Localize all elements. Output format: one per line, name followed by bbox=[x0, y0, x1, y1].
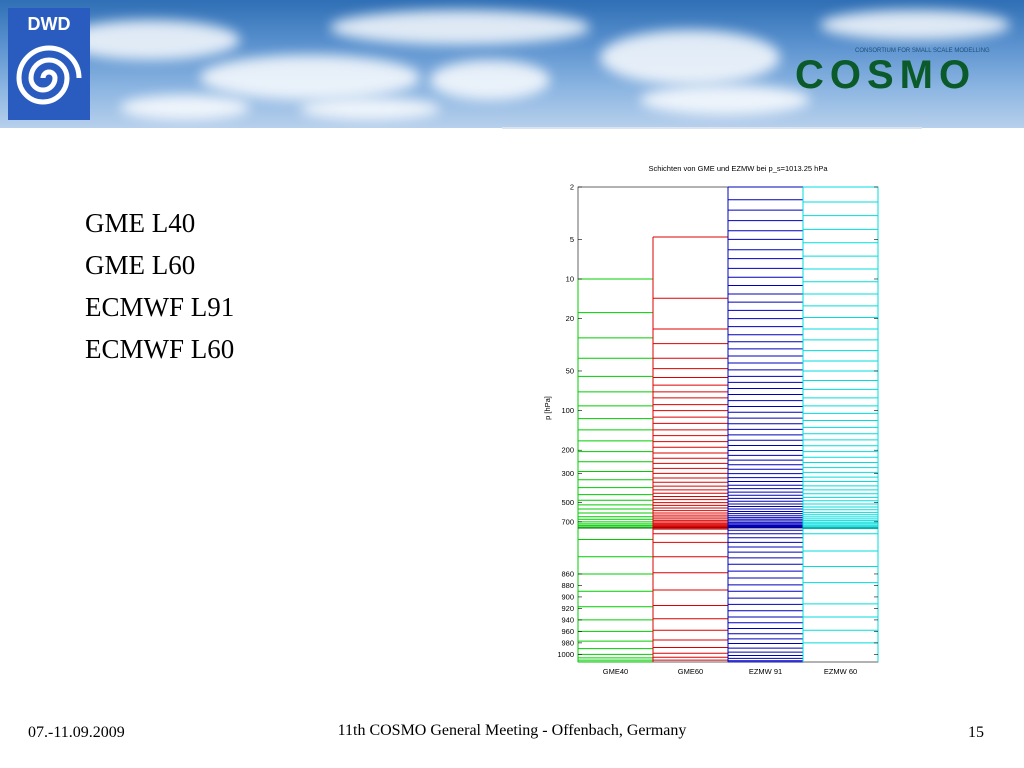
x-tick-label: EZMW 91 bbox=[749, 667, 782, 676]
y-tick-label: 980 bbox=[561, 638, 574, 647]
footer-title: 11th COSMO General Meeting - Offenbach, … bbox=[337, 722, 687, 739]
header-banner: DWD CONSORTIUM FOR SMALL SCALE MODELLING… bbox=[0, 0, 1024, 128]
footer-date: 07.-11.09.2009 bbox=[28, 724, 125, 741]
dwd-logo: DWD bbox=[8, 8, 90, 120]
cloud bbox=[120, 95, 250, 120]
y-tick-label: 1000 bbox=[557, 650, 574, 659]
header-divider bbox=[502, 127, 922, 129]
y-tick-label: 880 bbox=[561, 581, 574, 590]
footer-page-number: 15 bbox=[968, 724, 984, 741]
cloud bbox=[60, 20, 240, 60]
cloud bbox=[430, 60, 550, 100]
y-tick-label: 860 bbox=[561, 569, 574, 578]
y-tick-label: 2 bbox=[570, 183, 574, 192]
cloud bbox=[330, 10, 590, 45]
y-tick-label: 10 bbox=[566, 274, 574, 283]
y-tick-label: 20 bbox=[566, 314, 574, 323]
model-list: GME L40 GME L60 ECMWF L91 ECMWF L60 bbox=[85, 202, 234, 370]
cosmo-logo-text: COSMO bbox=[795, 53, 976, 94]
cloud bbox=[820, 10, 1010, 40]
list-item: GME L40 bbox=[85, 208, 196, 238]
y-tick-label: 5 bbox=[570, 235, 574, 244]
y-tick-label: 960 bbox=[561, 627, 574, 636]
cosmo-logo: CONSORTIUM FOR SMALL SCALE MODELLING COS… bbox=[795, 48, 990, 94]
list-item: ECMWF L91 bbox=[85, 292, 235, 322]
list-item: GME L60 bbox=[85, 250, 196, 280]
cloud bbox=[200, 55, 420, 100]
dwd-logo-text: DWD bbox=[28, 14, 71, 34]
cosmo-tagline: CONSORTIUM FOR SMALL SCALE MODELLING bbox=[855, 48, 990, 54]
chart-title: Schichten von GME und EZMW bei p_s=1013.… bbox=[648, 164, 828, 173]
y-tick-label: 200 bbox=[561, 446, 574, 455]
cloud bbox=[600, 30, 780, 85]
y-tick-label: 50 bbox=[566, 366, 574, 375]
y-axis-label: p [hPa] bbox=[543, 396, 552, 420]
y-tick-label: 940 bbox=[561, 615, 574, 624]
y-tick-label: 920 bbox=[561, 604, 574, 613]
y-tick-label: 300 bbox=[561, 469, 574, 478]
x-tick-label: GME60 bbox=[678, 667, 703, 676]
x-tick-label: GME40 bbox=[603, 667, 628, 676]
list-item: ECMWF L60 bbox=[85, 334, 235, 364]
y-tick-label: 500 bbox=[561, 498, 574, 507]
cloud bbox=[300, 98, 440, 120]
y-tick-label: 700 bbox=[561, 517, 574, 526]
layer-chart: GME40 GME60 EZMW 91 EZMW 60 2 5 10 20 50 100 200 30… bbox=[543, 164, 879, 676]
cloud bbox=[640, 85, 810, 115]
x-tick-label: EZMW 60 bbox=[824, 667, 857, 676]
y-tick-label: 100 bbox=[561, 406, 574, 415]
y-tick-label: 900 bbox=[561, 592, 574, 601]
